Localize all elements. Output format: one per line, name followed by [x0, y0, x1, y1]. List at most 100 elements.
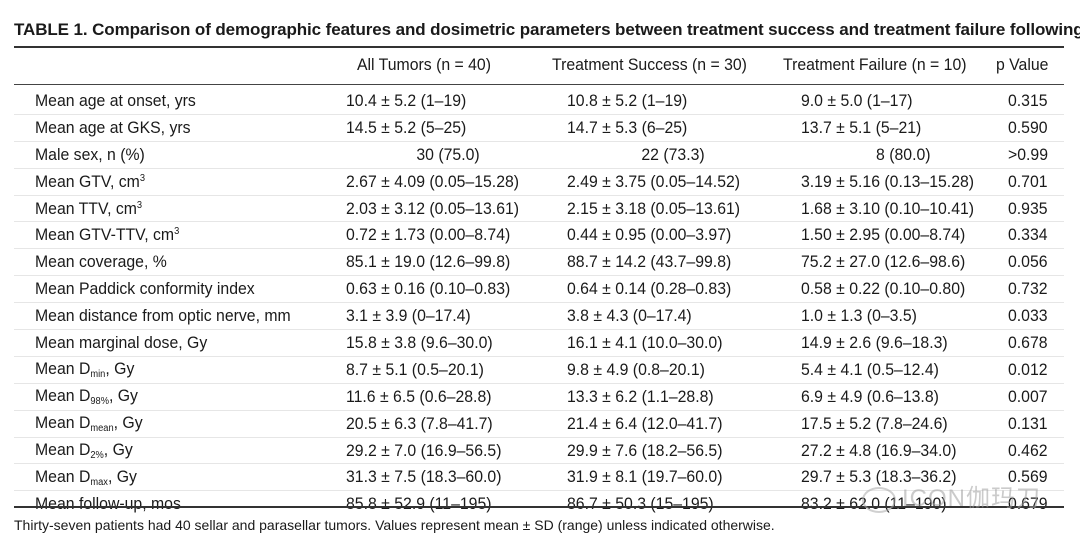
all-tumors-cell: 3.1 ± 3.9 (0–17.4): [328, 302, 550, 331]
p-value-cell: 0.701: [1004, 168, 1064, 196]
table-row: Male sex, n (%) 30 (75.0) 22 (73.3) 8 (80.0…: [14, 141, 1064, 169]
treatment-success-cell-value: 9.8 ± 4.9 (0.8–20.1): [566, 359, 705, 379]
table-row: Mean TTV, cm3 2.03 ± 3.12 (0.05–13.61) 2.1…: [14, 195, 1064, 223]
row-label-main: Mean Paddick conformity index: [35, 279, 255, 299]
treatment-success-cell-value: 0.64 ± 0.14 (0.28–0.83): [566, 279, 731, 299]
p-value-cell-value: 0.334: [1008, 225, 1048, 245]
all-tumors-cell-value: 0.72 ± 1.73 (0.00–8.74): [345, 225, 510, 245]
p-value-cell: 0.935: [1004, 195, 1064, 223]
row-label-main: Male sex, n (%): [35, 144, 145, 164]
row-label-text: Mean Dmin, Gy: [35, 359, 134, 380]
row-label-text: Mean D2%, Gy: [35, 440, 133, 461]
all-tumors-cell: 31.3 ± 7.5 (18.3–60.0): [328, 463, 550, 492]
p-value-cell-value: 0.678: [1008, 332, 1048, 352]
header-rule: [14, 84, 1064, 85]
row-label-main: Mean GTV-TTV, cm: [35, 225, 175, 245]
p-value-cell: 0.462: [1004, 437, 1064, 465]
row-label-prefix: Mean D: [35, 386, 91, 406]
row-label-main: Mean distance from optic nerve, mm: [35, 306, 291, 326]
treatment-success-cell-value: 10.8 ± 5.2 (1–19): [566, 90, 687, 110]
all-tumors-cell-value: 85.1 ± 19.0 (12.6–99.8): [345, 252, 510, 272]
treatment-success-cell: 0.64 ± 0.14 (0.28–0.83): [549, 275, 780, 304]
all-tumors-cell: 29.2 ± 7.0 (16.9–56.5): [328, 437, 550, 465]
treatment-failure-cell: 8 (80.0): [779, 141, 1005, 169]
treatment-failure-cell: 14.9 ± 2.6 (9.6–18.3): [779, 329, 1005, 357]
all-tumors-cell-value: 10.4 ± 5.2 (1–19): [345, 90, 466, 110]
p-value-cell: 0.678: [1004, 329, 1064, 357]
p-value-cell-value: 0.012: [1008, 359, 1048, 379]
treatment-failure-cell: 17.5 ± 5.2 (7.8–24.6): [779, 410, 1005, 438]
treatment-success-cell-value: 21.4 ± 6.4 (12.0–41.7): [566, 413, 723, 433]
row-label-main: Mean follow-up, mos: [35, 494, 181, 514]
p-value-cell-value: 0.315: [1008, 90, 1048, 110]
table-row: Mean age at GKS, yrs 14.5 ± 5.2 (5–25) 14.…: [14, 114, 1064, 142]
treatment-success-cell: 31.9 ± 8.1 (19.7–60.0): [549, 463, 780, 492]
row-label-text: Mean age at GKS, yrs: [35, 118, 191, 138]
treatment-success-cell: 3.8 ± 4.3 (0–17.4): [549, 302, 780, 331]
treatment-success-cell-value: 22 (73.3): [641, 144, 705, 164]
treatment-failure-cell-value: 1.50 ± 2.95 (0.00–8.74): [800, 225, 966, 245]
treatment-success-cell: 2.49 ± 3.75 (0.05–14.52): [549, 168, 780, 196]
row-label-superscript: 3: [136, 199, 143, 211]
row-label-text: Mean Dmean, Gy: [35, 413, 143, 434]
p-value-cell-value: 0.007: [1008, 386, 1048, 406]
all-tumors-cell-value: 31.3 ± 7.5 (18.3–60.0): [345, 467, 502, 487]
p-value-cell: 0.012: [1004, 356, 1064, 384]
p-value-cell-value: 0.701: [1008, 171, 1048, 191]
row-label: Mean Dmax, Gy: [14, 463, 329, 492]
treatment-success-cell: 16.1 ± 4.1 (10.0–30.0): [549, 329, 780, 357]
row-label-main: Mean TTV, cm: [35, 198, 137, 218]
table-footnote: Thirty-seven patients had 40 sellar and …: [14, 517, 775, 533]
row-label-main: Mean GTV, cm: [35, 171, 140, 191]
row-label-main: Mean age at GKS, yrs: [35, 117, 191, 137]
table-row: Mean marginal dose, Gy 15.8 ± 3.8 (9.6–30…: [14, 329, 1064, 357]
treatment-failure-cell: 9.0 ± 5.0 (1–17): [779, 88, 1005, 115]
row-label-text: Mean follow-up, mos: [35, 494, 181, 514]
treatment-failure-cell-value: 6.9 ± 4.9 (0.6–13.8): [800, 386, 939, 406]
treatment-failure-cell-value: 75.2 ± 27.0 (12.6–98.6): [800, 252, 966, 272]
watermark: ICON伽玛刀: [862, 478, 1041, 513]
p-value-cell-value: 0.590: [1008, 117, 1048, 137]
table-row: Mean GTV-TTV, cm3 0.72 ± 1.73 (0.00–8.74)…: [14, 221, 1064, 250]
p-value-cell: 0.056: [1004, 248, 1064, 277]
p-value-cell: 0.590: [1004, 114, 1064, 142]
p-value-cell: 0.334: [1004, 221, 1064, 250]
row-label: Male sex, n (%): [14, 141, 329, 169]
all-tumors-cell: 30 (75.0): [328, 141, 550, 169]
treatment-failure-cell-value: 27.2 ± 4.8 (16.9–34.0): [800, 440, 957, 460]
column-header-treatment-failure: Treatment Failure (n = 10): [783, 55, 967, 74]
row-label-prefix: Mean D: [35, 440, 91, 460]
all-tumors-cell-value: 0.63 ± 0.16 (0.10–0.83): [345, 279, 510, 299]
bottom-rule: [14, 506, 1064, 508]
all-tumors-cell-value: 30 (75.0): [415, 144, 480, 164]
treatment-success-cell-value: 13.3 ± 6.2 (1.1–28.8): [566, 386, 714, 406]
row-label: Mean D98%, Gy: [14, 383, 329, 411]
row-label: Mean Paddick conformity index: [14, 275, 329, 304]
row-label-text: Mean age at onset, yrs: [35, 91, 196, 111]
row-label-text: Mean Paddick conformity index: [35, 279, 255, 299]
all-tumors-cell: 0.63 ± 0.16 (0.10–0.83): [328, 275, 550, 304]
p-value-cell-value: 0.732: [1008, 279, 1048, 299]
row-label-text: Mean Dmax, Gy: [35, 467, 137, 488]
row-label: Mean GTV, cm3: [14, 168, 329, 196]
treatment-success-cell-value: 16.1 ± 4.1 (10.0–30.0): [566, 332, 723, 352]
treatment-failure-cell-value: 0.58 ± 0.22 (0.10–0.80): [800, 279, 966, 299]
treatment-success-cell-value: 86.7 ± 50.3 (15–195): [566, 494, 714, 514]
p-value-cell: 0.007: [1004, 383, 1064, 411]
all-tumors-cell-value: 3.1 ± 3.9 (0–17.4): [345, 306, 471, 326]
row-label-main: Mean marginal dose, Gy: [35, 332, 208, 352]
p-value-cell-value: 0.679: [1008, 494, 1048, 514]
treatment-failure-cell: 3.19 ± 5.16 (0.13–15.28): [779, 168, 1005, 196]
row-label: Mean follow-up, mos: [14, 491, 329, 517]
row-label: Mean D2%, Gy: [14, 437, 329, 465]
p-value-cell-value: 0.569: [1008, 467, 1048, 487]
all-tumors-cell-value: 29.2 ± 7.0 (16.9–56.5): [345, 440, 502, 460]
all-tumors-cell-value: 20.5 ± 6.3 (7.8–41.7): [345, 413, 493, 433]
all-tumors-cell-value: 85.8 ± 52.9 (11–195): [345, 494, 492, 514]
all-tumors-cell: 2.03 ± 3.12 (0.05–13.61): [328, 195, 550, 223]
treatment-success-cell: 21.4 ± 6.4 (12.0–41.7): [549, 410, 780, 438]
treatment-failure-cell-value: 29.7 ± 5.3 (18.3–36.2): [800, 467, 957, 487]
row-label-suffix: , Gy: [105, 359, 135, 379]
table-row: Mean coverage, % 85.1 ± 19.0 (12.6–99.8) 8…: [14, 248, 1064, 277]
table-row: Mean Paddick conformity index 0.63 ± 0.16…: [14, 275, 1064, 304]
